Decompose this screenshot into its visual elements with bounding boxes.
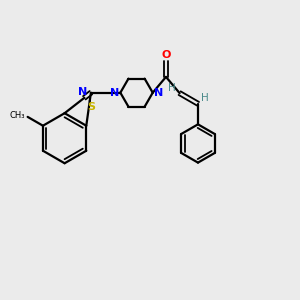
Text: S: S: [87, 102, 95, 112]
Text: H: H: [168, 83, 176, 93]
Text: CH₃: CH₃: [10, 111, 25, 120]
Text: O: O: [161, 50, 171, 60]
Text: N: N: [110, 88, 119, 98]
Text: H: H: [202, 93, 209, 103]
Text: N: N: [154, 88, 163, 98]
Text: N: N: [78, 87, 88, 97]
